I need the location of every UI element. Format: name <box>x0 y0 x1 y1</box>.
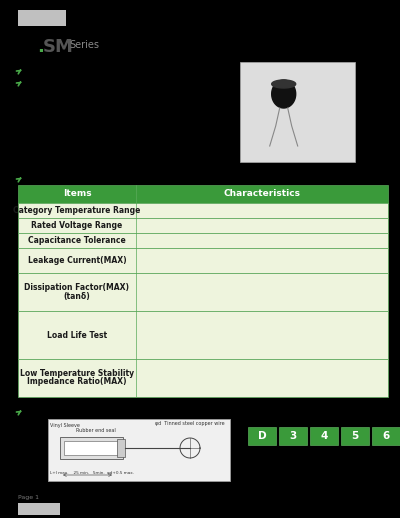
Bar <box>18 273 388 311</box>
Text: Rated Voltage Range: Rated Voltage Range <box>31 221 123 230</box>
Bar <box>18 503 60 515</box>
Text: D: D <box>258 431 266 441</box>
Text: Capacitance Tolerance: Capacitance Tolerance <box>28 236 126 245</box>
Text: 3: 3 <box>289 431 297 441</box>
Bar <box>372 427 400 445</box>
Text: Series: Series <box>69 40 99 50</box>
Text: L+l max.    25 min.   5min.  φd+0.5 max.: L+l max. 25 min. 5min. φd+0.5 max. <box>50 471 134 475</box>
Bar <box>240 62 355 162</box>
Text: Dissipation Factor(MAX): Dissipation Factor(MAX) <box>24 283 130 293</box>
Text: Vinyl Sleeve: Vinyl Sleeve <box>50 423 80 428</box>
Text: .: . <box>37 38 44 56</box>
Text: Items: Items <box>63 190 91 198</box>
Text: Low Temperature Stability: Low Temperature Stability <box>20 369 134 379</box>
Text: (tanδ): (tanδ) <box>64 292 90 300</box>
Text: 5: 5 <box>351 431 359 441</box>
Bar <box>248 427 276 445</box>
Bar <box>18 185 388 203</box>
Bar <box>18 203 388 218</box>
Text: Load Life Test: Load Life Test <box>47 330 107 339</box>
Polygon shape <box>272 80 296 88</box>
Text: Category Temperature Range: Category Temperature Range <box>13 206 141 215</box>
Bar <box>48 419 230 481</box>
Text: Leakage Current(MAX): Leakage Current(MAX) <box>28 256 126 265</box>
Text: Page 1: Page 1 <box>18 495 39 500</box>
Bar <box>310 427 338 445</box>
Text: 4: 4 <box>320 431 328 441</box>
Bar <box>18 10 66 26</box>
Text: SM: SM <box>43 38 74 56</box>
Bar <box>279 427 307 445</box>
Polygon shape <box>272 80 296 108</box>
Bar <box>18 248 388 273</box>
Text: Impedance Ratio(MAX): Impedance Ratio(MAX) <box>27 378 127 386</box>
Text: 6: 6 <box>382 431 390 441</box>
Bar <box>18 218 388 233</box>
Text: Characteristics: Characteristics <box>224 190 300 198</box>
Bar <box>117 439 125 457</box>
Bar <box>60 437 123 459</box>
Bar <box>18 311 388 359</box>
Text: φd  Tinned steel copper wire: φd Tinned steel copper wire <box>155 421 225 426</box>
Bar <box>18 359 388 397</box>
Bar <box>18 233 388 248</box>
Bar <box>64 441 119 455</box>
Bar <box>341 427 369 445</box>
Text: Rubber end seal: Rubber end seal <box>76 428 116 433</box>
